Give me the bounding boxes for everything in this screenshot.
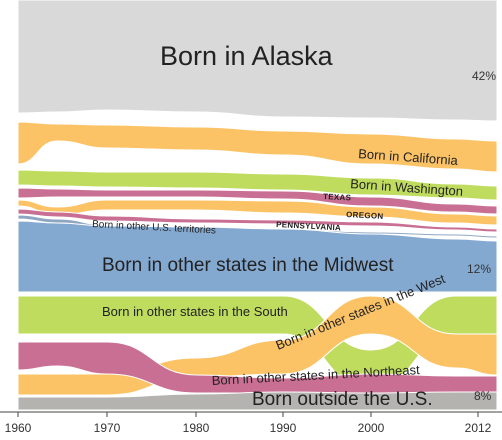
x-tick-label: 1970: [94, 421, 121, 435]
label-born-in-other-states-in-the-south: Born in other states in the South: [102, 304, 288, 319]
label-born-outside-the-u-s: Born outside the U.S.: [252, 389, 433, 410]
x-tick-label: 1990: [270, 421, 297, 435]
x-tick-label: 1960: [5, 421, 32, 435]
x-tick-label: 2012: [465, 421, 492, 435]
x-axis: 1960 1970 1980 1990 2000 2012: [0, 412, 502, 435]
x-tick-label: 1980: [183, 421, 210, 435]
x-tick-label: 2000: [358, 421, 385, 435]
label-oregon: OREGON: [346, 210, 384, 221]
percent-born-outside-the-u-s: 8%: [474, 389, 492, 403]
label-born-in-alaska: Born in Alaska: [160, 41, 334, 71]
label-born-in-other-states-in-the-midwest: Born in other states in the Midwest: [102, 255, 394, 276]
percent-born-in-alaska: 42%: [472, 69, 496, 83]
percent-born-in-other-states-in-the-midwest: 12%: [467, 262, 491, 276]
label-texas: TEXAS: [323, 192, 352, 202]
